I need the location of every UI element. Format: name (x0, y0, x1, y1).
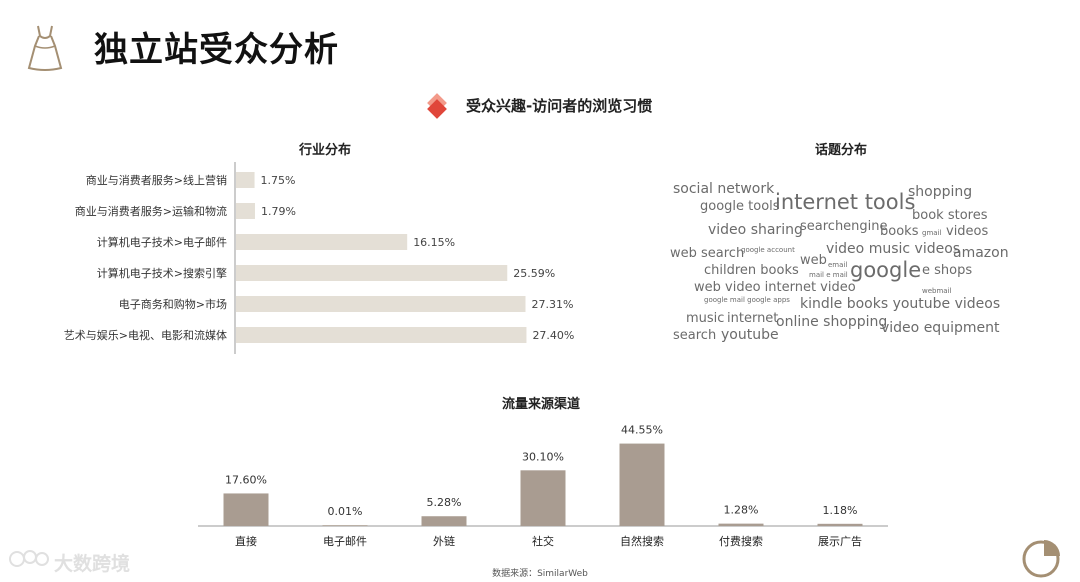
word-google: google (850, 258, 922, 282)
word-children-books: children books (704, 263, 799, 278)
word-mail-e-mail: mail e mail (809, 271, 848, 279)
page-title: 独立站受众分析 (94, 30, 339, 70)
traffic-bar (520, 470, 566, 526)
word-google-mail-google-apps: google mail google apps (704, 296, 790, 304)
word-email: email (828, 261, 848, 269)
word-internet-tools: internet tools (775, 190, 916, 214)
traffic-value-label: 0.01% (328, 505, 363, 518)
word-videos: videos (946, 224, 989, 239)
industry-category-label: 商业与消费者服务>运输和物流 (75, 204, 227, 218)
word-book-stores: book stores (912, 208, 988, 223)
traffic-value-label: 5.28% (427, 496, 462, 509)
traffic-bar (322, 525, 368, 526)
word-google-account: google account (741, 246, 795, 254)
traffic-bar-chart: 17.60% 直接 0.01% 电子邮件 5.28% 外链 30.10% 社交 44.55% 自然… (198, 424, 888, 548)
word-kindle-books-youtube-videos: kindle books youtube videos (800, 296, 1001, 312)
industry-bar (236, 172, 255, 188)
pie-chart-icon (1022, 540, 1060, 578)
word-search: search (673, 328, 717, 343)
industry-value-label: 25.59% (513, 267, 555, 280)
industry-value-label: 1.75% (261, 174, 296, 187)
industry-category-label: 计算机电子技术>搜索引擎 (97, 266, 227, 280)
industry-value-label: 1.79% (261, 205, 296, 218)
industry-bar (236, 203, 255, 219)
word-video-sharing: video sharing (708, 222, 803, 238)
industry-category-label: 电子商务和购物>市场 (119, 297, 227, 311)
word-online-shopping: online shopping (776, 314, 888, 330)
traffic-category-label: 电子邮件 (323, 535, 367, 548)
section-heading: 受众兴趣-访问者的浏览习惯 (466, 97, 653, 115)
industry-bar-chart: 商业与消费者服务>线上营销 1.75% 商业与消费者服务>运输和物流 1.79% 计算机… (64, 162, 574, 354)
dress-icon (27, 25, 63, 71)
industry-chart-title: 行业分布 (299, 143, 352, 158)
word-e-shops: e shops (922, 263, 973, 278)
word-webmail: webmail (922, 287, 952, 295)
traffic-bar (223, 493, 269, 526)
topics-chart-title: 话题分布 (815, 143, 868, 158)
traffic-category-label: 展示广告 (818, 535, 862, 548)
traffic-value-label: 30.10% (522, 450, 564, 463)
word-social-network: social network (673, 181, 775, 197)
industry-value-label: 27.31% (531, 298, 573, 311)
data-source: 数据来源：SimilarWeb (492, 569, 588, 579)
traffic-bar (619, 443, 665, 526)
word-gmail: gmail (922, 229, 942, 237)
traffic-category-label: 外链 (433, 534, 455, 548)
word-video-music-videos: video music videos (826, 241, 961, 257)
traffic-category-label: 直接 (235, 534, 257, 548)
industry-bar (236, 296, 526, 312)
industry-bar (236, 265, 508, 281)
traffic-value-label: 44.55% (621, 424, 663, 437)
industry-category-label: 艺术与娱乐>电视、电影和流媒体 (64, 328, 227, 342)
industry-value-label: 27.40% (532, 329, 574, 342)
word-shopping: shopping (908, 184, 973, 200)
word-web-search: web search (670, 246, 745, 261)
word-web: web (800, 253, 827, 268)
traffic-bar (817, 523, 863, 526)
watermark-icon (9, 550, 49, 567)
word-video-equipment: video equipment (881, 320, 1000, 336)
traffic-category-label: 自然搜索 (620, 534, 664, 548)
word-music: music (686, 311, 725, 326)
word-google-tools: google tools (700, 199, 780, 214)
word-youtube: youtube (721, 327, 779, 343)
industry-category-label: 商业与消费者服务>线上营销 (86, 173, 227, 187)
traffic-value-label: 1.18% (823, 504, 858, 517)
industry-bar (236, 327, 527, 343)
watermark-text: 大数跨境 (54, 553, 131, 575)
traffic-value-label: 1.28% (724, 504, 759, 517)
industry-category-label: 计算机电子技术>电子邮件 (97, 235, 227, 249)
industry-value-label: 16.15% (413, 236, 455, 249)
traffic-category-label: 付费搜索 (719, 534, 763, 548)
word-searchengine: searchengine (800, 219, 888, 234)
topic-word-cloud: social network internet tools shopping g… (660, 170, 1040, 360)
word-books: books (880, 224, 919, 239)
traffic-category-label: 社交 (532, 534, 554, 548)
diamond-icon (427, 93, 447, 119)
traffic-chart-title: 流量来源渠道 (502, 397, 581, 412)
word-internet: internet (727, 311, 779, 326)
traffic-value-label: 17.60% (225, 473, 267, 486)
word-web-video-internet-video: web video internet video (694, 280, 856, 295)
word-amazon: amazon (953, 245, 1009, 261)
traffic-bar (421, 516, 467, 526)
traffic-bar (718, 523, 764, 526)
industry-bar (236, 234, 408, 250)
